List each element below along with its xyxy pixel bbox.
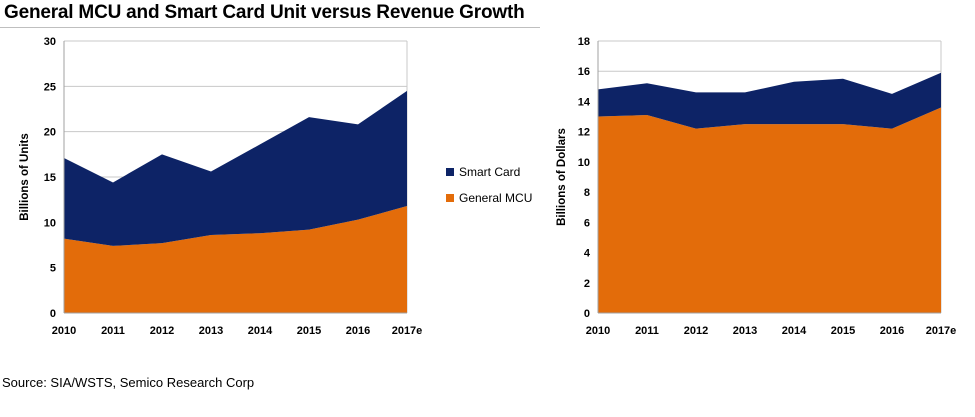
revenue-y-tick-label: 8 [584,187,590,199]
units-area-smart-card [64,90,407,246]
revenue-x-tick-label: 2016 [880,325,904,337]
revenue-x-tick-label: 2010 [586,325,610,337]
units-y-axis-label: Billions of Units [19,133,31,221]
units-x-tick-label: 2010 [52,325,76,337]
revenue-x-tick-label: 2011 [635,325,659,337]
revenue-x-tick-label: 2014 [782,325,807,337]
revenue-x-tick-label: 2017e [926,325,957,337]
units-y-tick-label: 30 [44,36,56,48]
revenue-y-axis-label: Billions of Dollars [556,128,568,226]
units-x-tick-label: 2014 [248,325,273,337]
revenue-y-tick-label: 0 [584,308,590,320]
units-x-tick-label: 2013 [199,325,223,337]
revenue-chart: 0 2 4 6 8 10 12 14 16 18 2010 2011 2012 2013 2014 2015 2… [556,36,956,337]
page-title: General MCU and Smart Card Unit versus R… [4,2,525,23]
title-divider [0,27,540,28]
revenue-area-general-mcu [598,107,941,313]
units-x-tick-label: 2016 [346,325,370,337]
units-y-tick-label: 10 [44,217,56,229]
revenue-y-tick-label: 2 [584,278,590,290]
units-y-tick-label: 5 [50,263,56,275]
revenue-area-smart-card [598,72,941,129]
legend-label-smart-card: Smart Card [459,165,520,179]
units-x-tick-label: 2017e [392,325,423,337]
units-chart: 0 5 10 15 20 25 30 2010 2011 2012 2013 2014 2015 2016… [19,36,532,337]
revenue-x-tick-label: 2015 [831,325,855,337]
revenue-y-tick-label: 12 [578,127,590,139]
revenue-y-tick-label: 4 [584,248,591,260]
units-x-tick-label: 2015 [297,325,321,337]
legend-swatch-smart-card [446,168,454,176]
revenue-y-tick-label: 16 [578,66,590,78]
revenue-y-tick-label: 10 [578,157,590,169]
revenue-y-tick-label: 14 [578,96,591,108]
units-y-tick-label: 15 [44,172,56,184]
revenue-x-tick-label: 2012 [684,325,708,337]
units-x-tick-label: 2011 [101,325,125,337]
legend-label-general-mcu: General MCU [459,191,532,205]
revenue-x-tick-label: 2013 [733,325,757,337]
units-area-general-mcu [64,206,407,313]
units-x-tick-label: 2012 [150,325,174,337]
legend-swatch-general-mcu [446,194,454,202]
units-y-tick-label: 20 [44,127,56,139]
units-y-tick-label: 0 [50,308,56,320]
source-note: Source: SIA/WSTS, Semico Research Corp [2,375,255,390]
units-y-tick-label: 25 [44,81,56,93]
revenue-y-tick-label: 18 [578,36,590,48]
revenue-y-tick-label: 6 [584,217,590,229]
